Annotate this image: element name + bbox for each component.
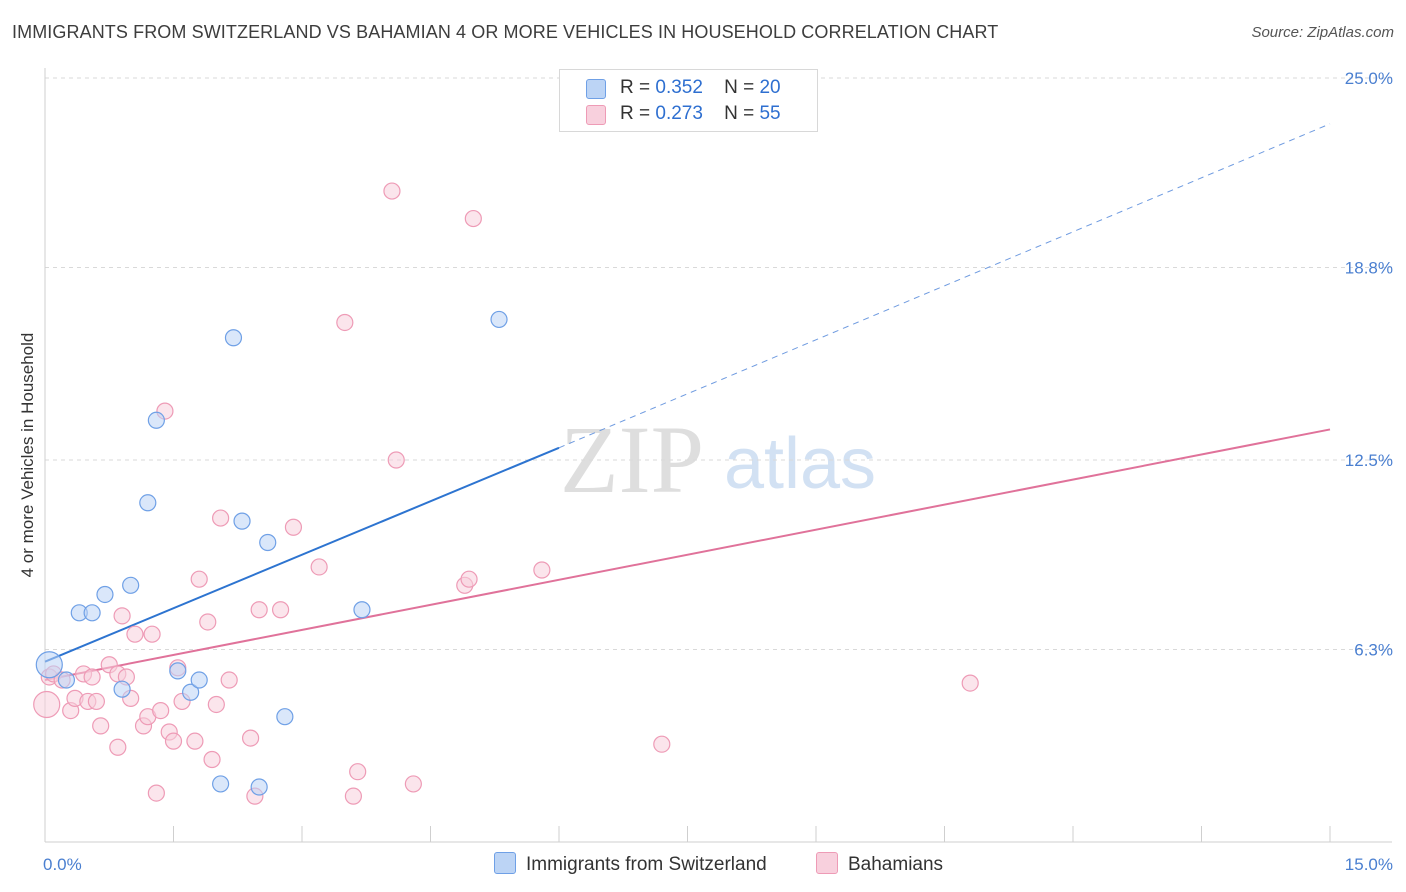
series-legend-bahamians: Bahamians (816, 852, 943, 876)
source-credit: Source: ZipAtlas.com (1251, 24, 1394, 41)
point-bahamians (113, 607, 131, 625)
trend-line-switzerland-extension (558, 123, 1331, 449)
point-switzerland (139, 494, 157, 512)
point-bahamians (349, 763, 367, 781)
y-tick-label: 6.3% (1354, 640, 1393, 659)
point-bahamians (126, 625, 144, 643)
point-switzerland (190, 671, 208, 689)
point-bahamians (199, 613, 217, 631)
point-bahamians (152, 701, 170, 720)
point-switzerland (147, 411, 165, 429)
point-switzerland (233, 512, 251, 530)
point-bahamians (190, 570, 208, 588)
series-swatch-switzerland (494, 852, 516, 874)
chart-title: IMMIGRANTS FROM SWITZERLAND VS BAHAMIAN … (12, 22, 999, 42)
point-bahamians (284, 518, 303, 536)
point-bahamians (220, 671, 238, 689)
legend-swatch-bahamians (586, 105, 606, 125)
point-bahamians (310, 558, 328, 576)
point-bahamians (250, 601, 268, 619)
point-bahamians (242, 729, 260, 747)
point-bahamians (87, 692, 106, 711)
point-switzerland (490, 310, 508, 329)
point-bahamians (33, 690, 61, 719)
point-bahamians (404, 775, 422, 793)
point-bahamians (344, 787, 362, 805)
legend-n-label: N = (724, 77, 755, 98)
point-bahamians (336, 313, 354, 332)
stats-legend: R = 0.352 N = 20 R = 0.273 N = 55 (559, 69, 818, 132)
point-switzerland (35, 651, 63, 679)
point-bahamians (464, 209, 482, 228)
x-tick-label: 0.0% (43, 855, 82, 874)
point-switzerland (169, 662, 187, 680)
point-switzerland (83, 604, 101, 622)
y-tick-label: 18.8% (1345, 258, 1393, 277)
point-bahamians (164, 732, 183, 750)
legend-swatch-switzerland (586, 79, 606, 99)
point-bahamians (460, 570, 478, 588)
point-bahamians (212, 509, 230, 527)
x-tick-label: 15.0% (1345, 855, 1393, 874)
legend-n-value: 20 (759, 77, 781, 98)
legend-r-label: R = (620, 77, 651, 98)
point-bahamians (387, 451, 405, 469)
point-bahamians (109, 738, 127, 756)
point-switzerland (113, 680, 131, 698)
point-switzerland (182, 683, 200, 701)
point-bahamians (143, 625, 161, 643)
legend-n-label: N = (724, 103, 755, 124)
point-bahamians (961, 674, 979, 692)
y-tick-label: 25.0% (1345, 69, 1393, 88)
point-bahamians (186, 732, 204, 750)
point-switzerland (353, 601, 371, 619)
point-switzerland (57, 671, 76, 689)
legend-r-value: 0.352 (655, 77, 703, 98)
point-switzerland (250, 778, 268, 796)
series-label-switzerland: Immigrants from Switzerland (526, 854, 767, 875)
point-switzerland (259, 533, 277, 552)
point-bahamians (383, 182, 401, 200)
point-bahamians (207, 695, 225, 714)
series-legend-switzerland: Immigrants from Switzerland (494, 852, 767, 876)
trend-line-bahamians (44, 428, 1331, 682)
legend-r-label: R = (620, 103, 651, 124)
point-bahamians (83, 668, 101, 686)
point-switzerland (96, 585, 114, 604)
point-switzerland (212, 775, 230, 793)
point-bahamians (533, 561, 551, 579)
point-bahamians (92, 717, 110, 735)
point-switzerland (122, 576, 140, 594)
watermark-atlas: atlas (724, 424, 876, 504)
point-switzerland (224, 329, 243, 347)
legend-r-value: 0.273 (655, 103, 703, 124)
y-tick-label: 12.5% (1345, 451, 1393, 470)
point-switzerland (276, 708, 294, 726)
series-swatch-bahamians (816, 852, 838, 874)
point-bahamians (147, 784, 165, 802)
series-label-bahamians: Bahamians (848, 854, 944, 875)
point-bahamians (271, 601, 290, 619)
point-bahamians (653, 735, 671, 753)
trend-line-switzerland (44, 446, 560, 663)
point-bahamians (203, 750, 221, 769)
legend-n-value: 55 (759, 103, 781, 124)
